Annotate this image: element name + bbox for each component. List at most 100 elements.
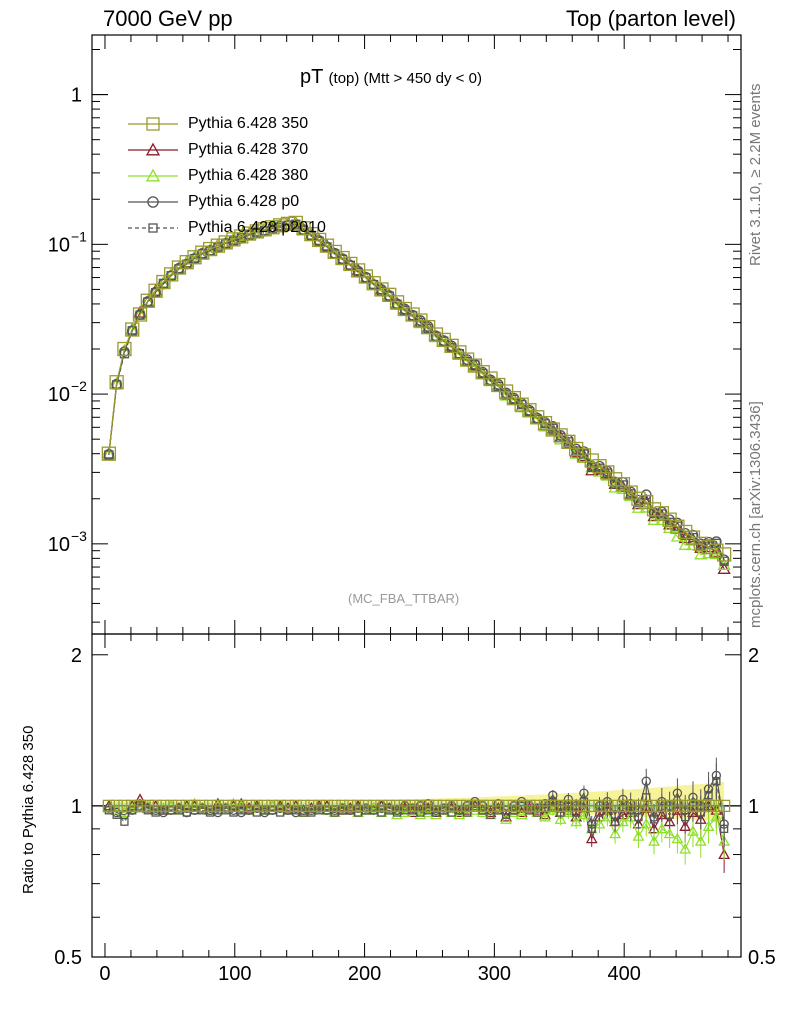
main-data-point <box>210 238 226 253</box>
ratio-data-point <box>577 799 591 813</box>
ratio-data-point <box>149 799 162 813</box>
ratio-data-point <box>562 799 575 813</box>
ratio-data-point <box>492 799 505 813</box>
main-data-point <box>141 293 155 306</box>
ratio-data-point <box>476 799 489 813</box>
main-data-point <box>133 305 147 318</box>
main-data-point <box>514 397 529 412</box>
ratio-data-point <box>252 808 261 817</box>
ratio-data-point <box>579 797 589 806</box>
ratio-data-point <box>445 799 458 813</box>
main-data-point <box>143 297 153 307</box>
ratio-data-point <box>133 799 147 813</box>
main-data-point <box>428 327 444 342</box>
main-data-point <box>291 219 301 229</box>
ratio-data-point <box>307 808 316 817</box>
mcplots-credit-label: mcplots.cern.ch [arXiv:1306.3436] <box>747 401 764 628</box>
ratio-data-point <box>344 799 357 813</box>
main-data-point <box>119 346 130 357</box>
ratio-data-point <box>648 835 660 846</box>
x-tick-label: 200 <box>348 963 381 985</box>
ratio-y-tick-label: 0.5 <box>54 947 82 969</box>
ratio-data-point <box>515 799 528 813</box>
main-y-tick-exponent: −2 <box>71 378 87 394</box>
main-data-point <box>195 245 210 260</box>
ratio-data-point <box>493 798 504 809</box>
main-data-point <box>586 460 598 472</box>
process-label: Top (parton level) <box>566 6 736 31</box>
ratio-data-point <box>548 797 557 806</box>
ratio-data-point <box>554 799 567 813</box>
main-data-point <box>492 379 504 390</box>
ratio-data-point <box>601 810 614 822</box>
main-data-point <box>561 434 576 449</box>
ratio-data-point <box>546 799 559 813</box>
main-data-point <box>140 293 155 308</box>
ratio-data-point <box>422 806 435 818</box>
ratio-data-point <box>455 806 464 815</box>
ratio-data-point <box>134 793 146 804</box>
legend-label-p2010: Pythia 6.428 p2010 <box>188 219 326 236</box>
x-tick-label: 0 <box>99 963 110 985</box>
main-data-point <box>148 283 163 298</box>
main-data-point <box>657 509 667 519</box>
ratio-data-point <box>104 806 114 815</box>
ratio-data-point <box>346 806 355 815</box>
ratio-data-point <box>608 799 622 813</box>
main-data-point <box>531 412 543 424</box>
ratio-data-point <box>640 799 653 813</box>
ratio-data-point <box>439 806 448 815</box>
ratio-data-point <box>687 825 699 836</box>
ratio-data-point <box>367 799 380 813</box>
ratio-data-point <box>671 799 684 813</box>
ratio-data-point <box>180 799 193 813</box>
ratio-data-point <box>159 806 168 815</box>
legend-label-p0: Pythia 6.428 p0 <box>188 193 300 210</box>
ratio-data-point <box>281 799 295 813</box>
ratio-data-point <box>531 799 544 813</box>
ratio-data-point <box>143 806 152 815</box>
ratio-axis-label: Ratio to Pythia 6.428 350 <box>20 725 37 894</box>
ratio-data-point <box>314 806 324 815</box>
main-data-point <box>639 494 654 510</box>
main-y-tick-label: 10 <box>48 384 70 406</box>
main-data-point <box>717 562 731 574</box>
ratio-data-point <box>422 799 435 813</box>
ratio-data-point <box>157 799 170 813</box>
ratio-data-point <box>188 799 201 813</box>
ratio-data-point <box>414 808 427 820</box>
main-data-point <box>663 521 677 534</box>
ratio-data-point <box>478 806 487 815</box>
ratio-data-point <box>165 799 178 813</box>
ratio-data-point <box>141 799 154 813</box>
ratio-data-point <box>572 808 581 817</box>
ratio-data-point <box>494 806 503 815</box>
main-y-tick-exponent: −3 <box>71 528 87 544</box>
ratio-data-point <box>289 799 302 813</box>
ratio-data-point <box>320 799 334 813</box>
main-data-point <box>311 232 327 248</box>
main-data-point <box>718 554 730 566</box>
ratio-data-point <box>507 799 521 813</box>
ratio-data-point <box>710 810 723 822</box>
ratio-data-point <box>351 799 365 813</box>
main-data-point <box>241 226 257 241</box>
main-data-point <box>374 282 389 297</box>
main-data-point <box>646 502 662 517</box>
main-series-line <box>108 223 725 562</box>
ratio-data-point <box>554 813 567 824</box>
main-y-tick-exponent: −1 <box>71 228 87 244</box>
ratio-data-point <box>369 806 378 815</box>
ratio-data-point <box>626 806 635 815</box>
main-data-point <box>608 480 622 493</box>
ratio-data-point <box>647 799 661 813</box>
ratio-y-tick-label: 1 <box>71 796 82 818</box>
ratio-data-point <box>167 806 176 815</box>
ratio-data-point <box>649 815 659 824</box>
analysis-tag: (MC_FBA_TTBAR) <box>348 591 460 606</box>
ratio-data-point <box>353 808 363 817</box>
ratio-data-point <box>266 799 279 813</box>
main-data-point <box>639 500 653 513</box>
main-data-point <box>693 536 708 551</box>
ratio-data-point <box>679 843 692 854</box>
